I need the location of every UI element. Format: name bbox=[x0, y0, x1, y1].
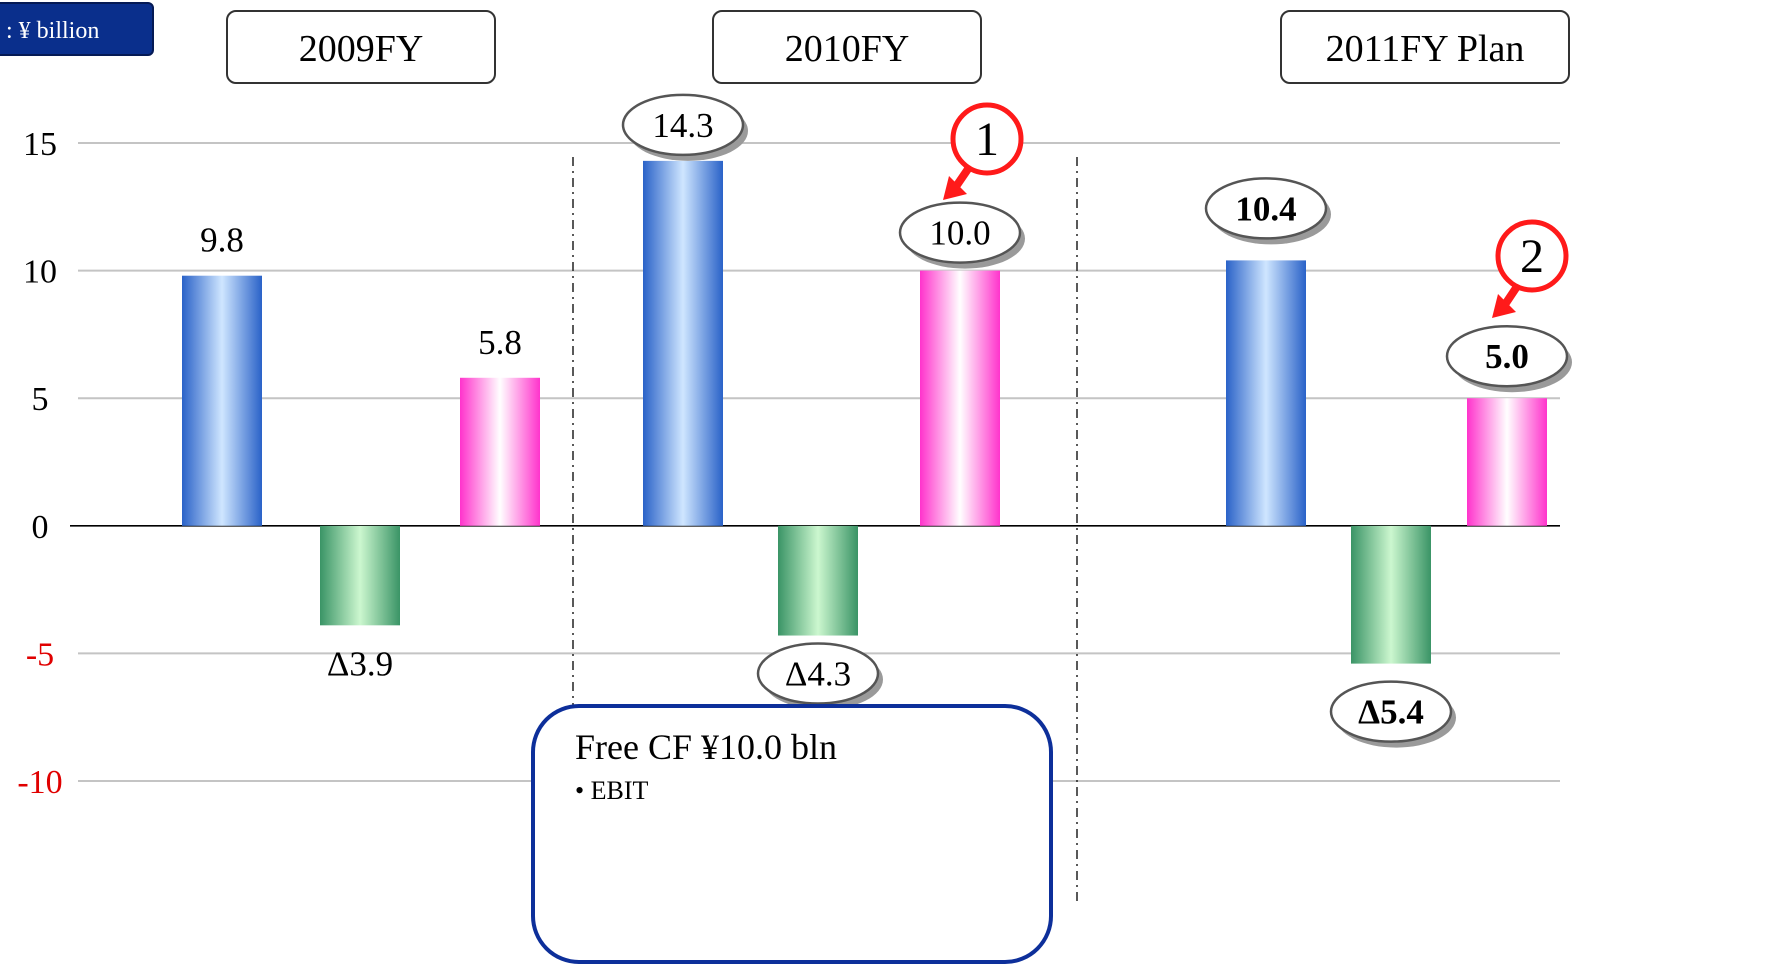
callout-arrow-head bbox=[1492, 294, 1516, 318]
data-label-oval bbox=[898, 201, 1022, 264]
callout-2: 2 bbox=[1492, 219, 1569, 318]
unit-label: : ¥ billion bbox=[0, 2, 154, 56]
data-label: 9.8 bbox=[200, 221, 244, 260]
callout-number: 2 bbox=[1520, 230, 1544, 283]
y-tick-label: -5 bbox=[26, 636, 54, 673]
free-cf-title: Free CF ¥10.0 bln bbox=[575, 727, 838, 767]
data-label-bubble bbox=[621, 93, 748, 161]
free-cf-box: Free CF ¥10.0 bln • EBIT bbox=[531, 704, 1053, 964]
free-cf-item-label: EBIT bbox=[590, 776, 649, 805]
data-label-oval bbox=[1329, 680, 1453, 743]
bar-series-1-2009fy bbox=[182, 275, 262, 526]
bar-series-3-2010fy bbox=[920, 270, 1000, 526]
bar-series-1-2010fy bbox=[643, 160, 723, 526]
bar-series-2-2010fy bbox=[778, 525, 858, 636]
data-label-oval bbox=[1204, 177, 1328, 240]
data-label: 14.3 bbox=[652, 106, 713, 145]
data-label-bubble bbox=[1204, 177, 1331, 245]
callout-circle bbox=[1495, 219, 1569, 293]
y-tick-label: 5 bbox=[32, 381, 49, 418]
data-label: 10.4 bbox=[1235, 189, 1296, 228]
data-label-oval bbox=[756, 642, 880, 705]
data-label-bubble bbox=[898, 201, 1025, 269]
y-tick-label: -10 bbox=[17, 764, 62, 801]
bar-series-3-2011fy-plan bbox=[1467, 398, 1547, 526]
data-label: Δ3.9 bbox=[327, 644, 393, 683]
bar-series-1-2011fy-plan bbox=[1226, 260, 1306, 526]
data-label-oval bbox=[1445, 324, 1569, 388]
data-label-bubble bbox=[1445, 324, 1572, 393]
data-label: Δ4.3 bbox=[785, 655, 851, 694]
data-label-oval bbox=[621, 93, 745, 157]
data-label: 10.0 bbox=[929, 214, 990, 253]
y-tick-label: 15 bbox=[23, 126, 57, 163]
free-cf-item: • EBIT bbox=[575, 776, 649, 805]
bar-series-2-2011fy-plan bbox=[1351, 525, 1431, 664]
period-label-2011-plan: 2011FY Plan bbox=[1280, 10, 1570, 84]
data-label: 5.0 bbox=[1485, 337, 1529, 376]
bar-series-2-2009fy bbox=[320, 525, 400, 626]
data-label-bubble bbox=[756, 642, 883, 710]
callout-1: 1 bbox=[943, 102, 1024, 200]
callout-number: 1 bbox=[975, 113, 999, 166]
callout-arrow-head bbox=[943, 176, 967, 200]
y-tick-label: 10 bbox=[23, 254, 57, 291]
data-label-bubble bbox=[1329, 680, 1456, 748]
data-label: 5.8 bbox=[478, 323, 522, 362]
y-tick-label: 0 bbox=[32, 509, 49, 546]
chart-canvas: 15 10 5 0 -5 -10 9.8 14.3 10.4 Δ3.9 Δ4.3 Δ5.4 5.8 10… bbox=[17, 93, 1572, 904]
period-label-2009: 2009FY bbox=[226, 10, 496, 84]
callout-circle bbox=[950, 102, 1024, 176]
bar-series-3-2009fy bbox=[460, 377, 540, 526]
data-label: Δ5.4 bbox=[1358, 693, 1424, 732]
period-label-2010: 2010FY bbox=[712, 10, 982, 84]
